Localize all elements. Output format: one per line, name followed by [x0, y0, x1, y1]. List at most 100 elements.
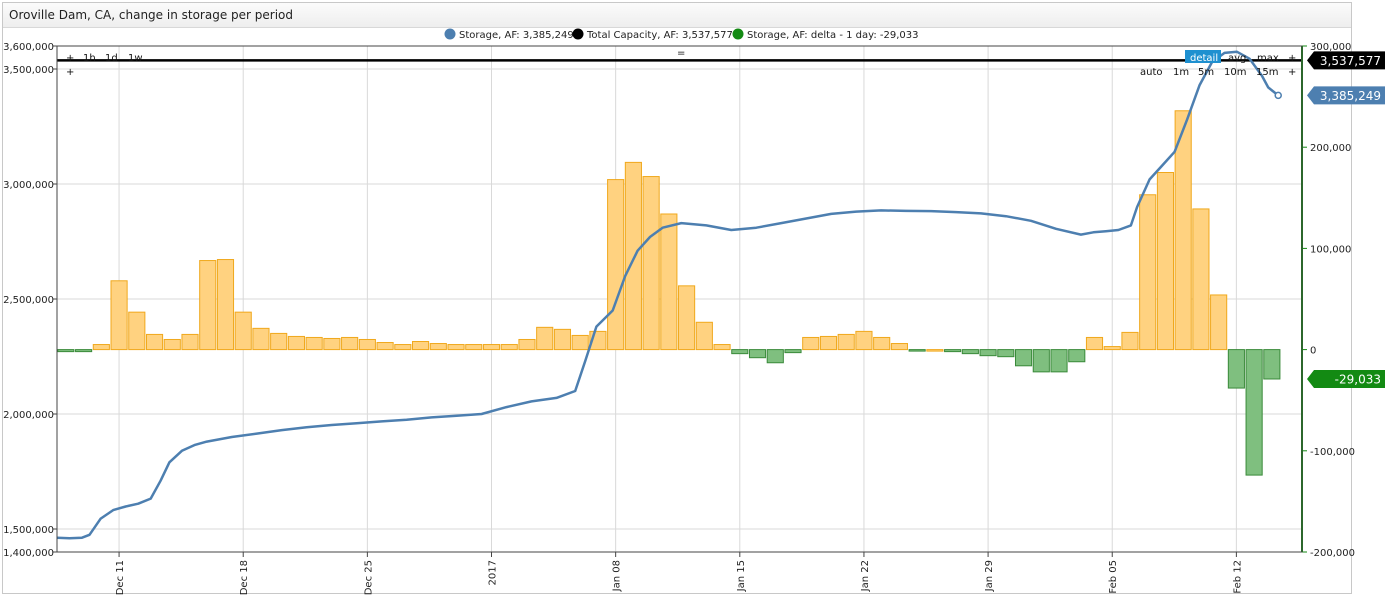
- delta-bar: [1210, 294, 1228, 351]
- delta-bar: [145, 333, 164, 351]
- delta-bar: [500, 344, 518, 351]
- add-period-button[interactable]: +: [1288, 67, 1296, 78]
- period-1w-button[interactable]: 1w: [128, 53, 143, 64]
- delta-bar: [979, 349, 997, 357]
- right-tick-label: 300,000: [1310, 42, 1351, 53]
- delta-bar: [412, 341, 430, 351]
- delta-bar: [766, 349, 784, 364]
- delta-bar: [341, 336, 359, 351]
- right-tick-label: 0: [1310, 346, 1316, 357]
- period-10m-button[interactable]: 10m: [1224, 67, 1246, 78]
- delta-bar: [163, 338, 181, 351]
- delta-bar: [908, 349, 926, 352]
- value-badges: 3,537,577 3,385,249 -29,033: [1307, 51, 1385, 388]
- series-lines: [56, 50, 1302, 540]
- delta-bar: [1014, 349, 1033, 367]
- delta-bar: [890, 343, 908, 351]
- left-tick-label: 2,000,000: [3, 410, 54, 421]
- delta-bar: [536, 326, 554, 351]
- legend-marker-storage: [444, 28, 456, 40]
- delta-bar: [1263, 349, 1281, 380]
- delta-bar: [944, 349, 962, 353]
- widget-title: Oroville Dam, CA, change in storage per …: [9, 8, 293, 22]
- delta-bar: [855, 330, 873, 351]
- delta-bar: [482, 344, 501, 351]
- delta-bar: [660, 213, 678, 351]
- delta-bar: [997, 349, 1015, 358]
- right-tick-label: -200,000: [1310, 548, 1355, 559]
- left-tick-label: 1,500,000: [3, 525, 54, 536]
- legend-label-delta: Storage, AF: delta - 1 day: -29,033: [747, 30, 919, 41]
- capacity-badge-label: 3,537,577: [1320, 54, 1381, 68]
- legend-item-storage[interactable]: Storage, AF: 3,385,249: [444, 28, 574, 42]
- legend-item-delta[interactable]: Storage, AF: delta - 1 day: -29,033: [732, 28, 919, 42]
- x-tick-label: Feb 12: [1232, 560, 1243, 594]
- delta-bar: [216, 259, 235, 351]
- delta-bar: [1139, 194, 1157, 351]
- left-tick-label: 3,500,000: [3, 65, 54, 76]
- detail-button[interactable]: detail: [1190, 53, 1218, 64]
- delta-badge: -29,033: [1307, 369, 1385, 388]
- menu-handle[interactable]: =: [677, 48, 685, 59]
- delta-bars: [57, 110, 1281, 476]
- delta-bar: [642, 176, 660, 351]
- period-1h-button[interactable]: 1h: [83, 53, 96, 64]
- x-tick-label: Jan 22: [860, 560, 871, 592]
- right-tick-label: 200,000: [1310, 143, 1351, 154]
- storage-badge: 3,385,249: [1307, 86, 1385, 105]
- delta-bar: [92, 344, 110, 351]
- add-aggregation-button[interactable]: +: [1288, 53, 1296, 64]
- delta-badge-label: -29,033: [1335, 372, 1381, 386]
- title-bar: Oroville Dam, CA, change in storage per …: [3, 3, 1351, 28]
- legend-label-storage: Storage, AF: 3,385,249: [459, 30, 574, 41]
- detail-button-bg: [1185, 50, 1221, 63]
- storage-badge-label: 3,385,249: [1320, 89, 1381, 103]
- delta-bar: [465, 344, 483, 351]
- legend-marker-capacity: [572, 28, 584, 40]
- zoom-controls-left: + 1h 1d 1w +: [66, 53, 143, 78]
- delta-bar: [75, 349, 93, 353]
- avg-button[interactable]: avg: [1228, 53, 1246, 64]
- delta-bar: [695, 321, 713, 351]
- x-tick-label: Jan 29: [984, 560, 995, 592]
- delta-bar: [553, 328, 572, 351]
- period-1d-button[interactable]: 1d: [105, 53, 118, 64]
- delta-bar: [1192, 208, 1210, 351]
- delta-bar: [961, 349, 979, 355]
- max-button[interactable]: max: [1257, 53, 1279, 64]
- delta-bar: [1032, 349, 1050, 373]
- delta-bar: [819, 335, 838, 351]
- storage-last-point: [1274, 91, 1282, 100]
- delta-bar: [731, 349, 749, 355]
- right-tick-label: 100,000: [1310, 244, 1351, 255]
- capacity-badge-shape: [1307, 51, 1385, 70]
- zoom-in-button[interactable]: +: [66, 53, 74, 64]
- zoom-in-button-2[interactable]: +: [66, 67, 74, 78]
- delta-bar: [305, 336, 323, 351]
- period-1m-button[interactable]: 1m: [1173, 67, 1189, 78]
- period-auto-button[interactable]: auto: [1140, 67, 1163, 78]
- delta-bar: [110, 280, 128, 351]
- delta-bar: [358, 338, 376, 351]
- x-tick-label: Dec 11: [115, 560, 126, 595]
- delta-bar: [748, 349, 767, 359]
- delta-bar: [429, 343, 447, 351]
- legend-marker-delta: [732, 28, 744, 40]
- legend: Storage, AF: 3,385,249 Total Capacity, A…: [444, 28, 919, 42]
- legend-item-capacity[interactable]: Total Capacity, AF: 3,537,577: [572, 28, 733, 42]
- x-tick-label: Dec 18: [239, 560, 250, 595]
- left-tick-label: 1,400,000: [3, 548, 54, 559]
- period-5m-button[interactable]: 5m: [1198, 67, 1214, 78]
- delta-bar: [287, 335, 305, 351]
- period-15m-button[interactable]: 15m: [1256, 67, 1278, 78]
- storage-line: [56, 50, 1279, 540]
- storage-badge-shape: [1307, 86, 1385, 105]
- axes: Dec 11 Dec 18 Dec 25 2017 Jan 08 Jan 15 Jan 22…: [3, 42, 1355, 595]
- delta-bar: [181, 333, 199, 351]
- delta-badge-shape: [1307, 369, 1385, 388]
- x-tick-label: Jan 08: [612, 560, 623, 592]
- delta-bar: [1103, 346, 1121, 351]
- delta-bar: [199, 260, 217, 351]
- delta-bar: [128, 311, 146, 351]
